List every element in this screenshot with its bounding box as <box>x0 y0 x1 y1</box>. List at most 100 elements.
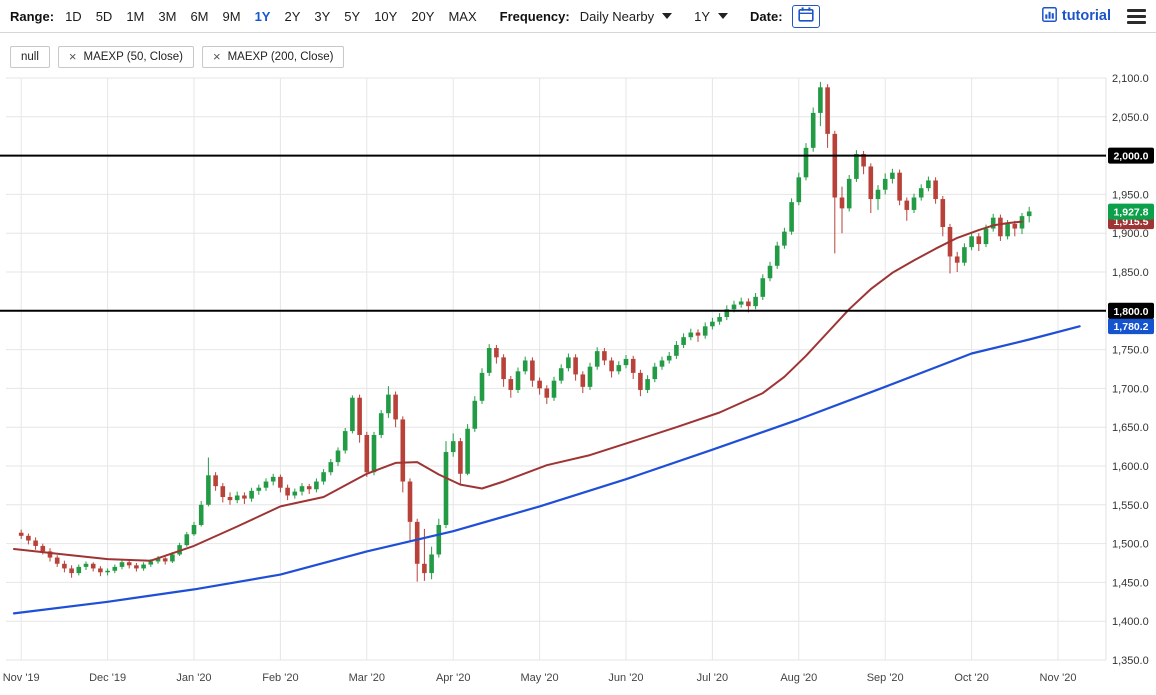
range-option-9m[interactable]: 9M <box>222 8 241 24</box>
frequency-label: Frequency: <box>499 8 570 24</box>
candle-body <box>573 357 578 375</box>
candle-body <box>774 245 780 266</box>
chip-label: null <box>21 51 39 63</box>
range-option-10y[interactable]: 10Y <box>374 8 398 24</box>
candle-body <box>299 486 305 492</box>
candle-body <box>695 332 701 336</box>
candle-body <box>378 413 384 435</box>
candle-body <box>292 491 298 496</box>
candle-body <box>760 278 766 297</box>
y-axis-label: 1,500.0 <box>1112 539 1149 551</box>
range-option-6m[interactable]: 6M <box>190 8 209 24</box>
x-axis-label: Apr '20 <box>436 672 471 684</box>
candle-body <box>342 431 348 451</box>
candle-body <box>328 462 334 473</box>
candle-body <box>962 247 967 263</box>
candle-body <box>918 188 924 198</box>
menu-icon[interactable] <box>1127 8 1146 24</box>
candle-body <box>738 301 744 305</box>
chip-close-icon[interactable]: × <box>213 49 221 64</box>
candle-body <box>688 332 694 338</box>
hline-2000-badge-text: 2,000.0 <box>1113 151 1148 163</box>
candle-body <box>558 368 564 381</box>
candle-body <box>105 570 110 573</box>
range-option-20y[interactable]: 20Y <box>411 8 435 24</box>
candle-body <box>954 256 960 263</box>
range-option-2y[interactable]: 2Y <box>284 8 301 24</box>
candle-body <box>83 563 89 567</box>
candle-body <box>126 562 132 566</box>
candle-body <box>1026 211 1032 217</box>
range-option-3m[interactable]: 3M <box>158 8 177 24</box>
candle-body <box>400 419 406 482</box>
chip-label: MAEXP (50, Close) <box>83 51 184 63</box>
candle-body <box>990 217 996 229</box>
range-option-5y[interactable]: 5Y <box>344 8 361 24</box>
range-option-1m[interactable]: 1M <box>126 8 145 24</box>
candle-body <box>580 374 586 387</box>
brand-logo[interactable]: tutorial <box>1041 6 1111 26</box>
candle-body <box>198 504 204 525</box>
last-price-badge-text: 1,927.8 <box>1113 207 1148 219</box>
range-option-max[interactable]: MAX <box>448 8 477 24</box>
chevron-down-icon <box>718 13 729 19</box>
frequency-select[interactable]: Daily Nearby <box>580 9 673 24</box>
candle-body <box>170 554 175 562</box>
hline-1800-badge <box>1108 302 1154 319</box>
y-axis-label: 1,400.0 <box>1112 616 1149 628</box>
candle-body <box>371 434 377 473</box>
x-axis-label: Jul '20 <box>697 672 728 684</box>
candle-body <box>652 366 658 380</box>
candle-body <box>335 450 341 463</box>
candle-body <box>206 475 211 505</box>
ma50-line <box>13 220 1023 562</box>
candle-body <box>306 486 312 490</box>
candle-body <box>314 481 319 490</box>
date-picker-button[interactable] <box>791 4 820 28</box>
candle-body <box>810 112 816 148</box>
candle-body <box>746 301 751 307</box>
candle-body <box>263 481 269 488</box>
range-option-3y[interactable]: 3Y <box>314 8 331 24</box>
candle-body <box>602 351 607 361</box>
candle-body <box>724 309 730 318</box>
range-option-5d[interactable]: 5D <box>95 8 113 24</box>
candle-body <box>134 565 139 569</box>
y-axis-label: 2,100.0 <box>1112 73 1149 85</box>
hline-2000-badge <box>1108 147 1154 164</box>
candle-body <box>501 357 506 380</box>
candle-body <box>278 476 283 488</box>
candle-body <box>450 441 456 453</box>
candle-body <box>515 371 521 390</box>
range-option-1d[interactable]: 1D <box>65 8 82 24</box>
candle-body <box>825 87 830 134</box>
candle-body <box>911 197 917 210</box>
period-select[interactable]: 1Y <box>694 9 729 24</box>
date-label: Date: <box>750 8 783 24</box>
chip-close-icon[interactable]: × <box>68 49 77 64</box>
price-chart[interactable]: Nov '19 Dec '19 Jan '20 Feb '20 Mar '20 Apr '… <box>0 33 1156 695</box>
candle-body <box>62 563 67 569</box>
candle-body <box>472 400 478 429</box>
candle-body <box>630 358 636 373</box>
range-option-1y[interactable]: 1Y <box>254 8 271 24</box>
candle-body <box>508 379 514 390</box>
ma200-last-badge <box>1108 318 1154 335</box>
candle-body <box>26 535 31 541</box>
candle-body <box>530 360 535 381</box>
candle-body <box>220 486 226 498</box>
candle-body <box>522 360 528 372</box>
candle-body <box>148 561 154 565</box>
candle-body <box>846 178 852 209</box>
candle-body <box>659 360 665 367</box>
candle-body <box>782 231 787 246</box>
candle-body <box>875 189 881 200</box>
candle-body <box>227 497 233 501</box>
x-axis-label: Sep '20 <box>867 672 904 684</box>
candle-body <box>645 379 650 390</box>
candle-body <box>818 87 823 113</box>
x-axis-label: Dec '19 <box>89 672 126 684</box>
candle-body <box>551 380 557 398</box>
candle-body <box>191 524 197 535</box>
indicator-chips: null × MAEXP (50, Close) × MAEXP (200, Close… <box>10 46 345 68</box>
